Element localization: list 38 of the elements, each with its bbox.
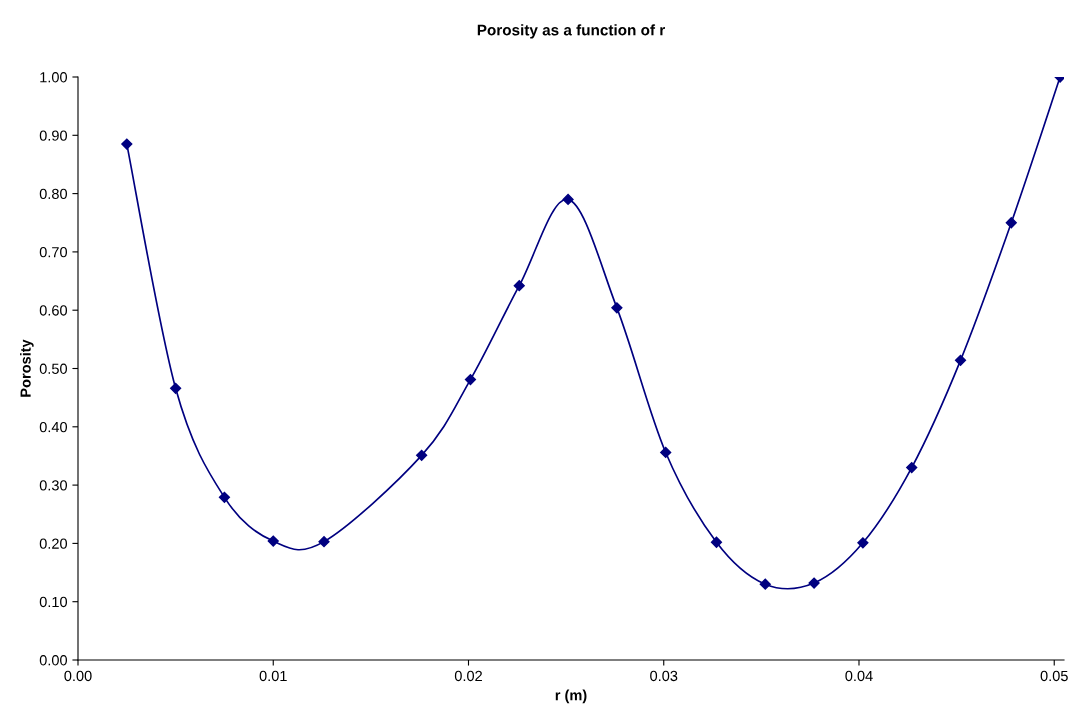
y-tick-label: 0.20 xyxy=(39,538,68,549)
chart-title: Porosity as a function of r xyxy=(477,24,665,39)
y-tick-label: 0.70 xyxy=(39,247,68,258)
point xyxy=(464,373,477,386)
point xyxy=(1005,217,1017,229)
x-tick-label: 0.00 xyxy=(64,670,92,682)
y-tick-label: 0.80 xyxy=(39,188,68,200)
point xyxy=(416,449,428,461)
x-tick-label: 0.04 xyxy=(845,670,873,682)
point xyxy=(267,535,279,547)
y-tick-label: 0.50 xyxy=(39,363,68,374)
point xyxy=(759,578,771,590)
point xyxy=(218,491,231,503)
point xyxy=(121,138,133,150)
y-tick-label: 0.10 xyxy=(39,596,68,608)
point xyxy=(906,462,918,474)
y-tick-label: 0.60 xyxy=(39,305,68,316)
point xyxy=(170,382,182,394)
y-tick-label: 0.00 xyxy=(39,655,68,666)
x-tick-label: 0.05 xyxy=(1040,670,1068,682)
point xyxy=(857,537,869,549)
point xyxy=(954,354,967,366)
x-tick-label: 0.01 xyxy=(259,670,287,682)
point xyxy=(660,446,672,459)
y-tick-label: 0.90 xyxy=(39,130,68,141)
y-tick-label: 1.00 xyxy=(40,72,68,83)
point xyxy=(611,302,623,314)
y-tick-label: 0.40 xyxy=(39,421,68,433)
point xyxy=(710,536,723,548)
x-tick-label: 0.03 xyxy=(650,670,678,682)
x-axis-title: r (m) xyxy=(555,689,587,704)
point xyxy=(808,577,820,589)
point xyxy=(513,280,525,292)
y-axis-title: Porosity xyxy=(20,339,34,397)
y-tick-label: 0.30 xyxy=(39,480,68,491)
point xyxy=(318,536,330,548)
x-tick-label: 0.02 xyxy=(454,670,482,682)
point xyxy=(562,193,574,206)
